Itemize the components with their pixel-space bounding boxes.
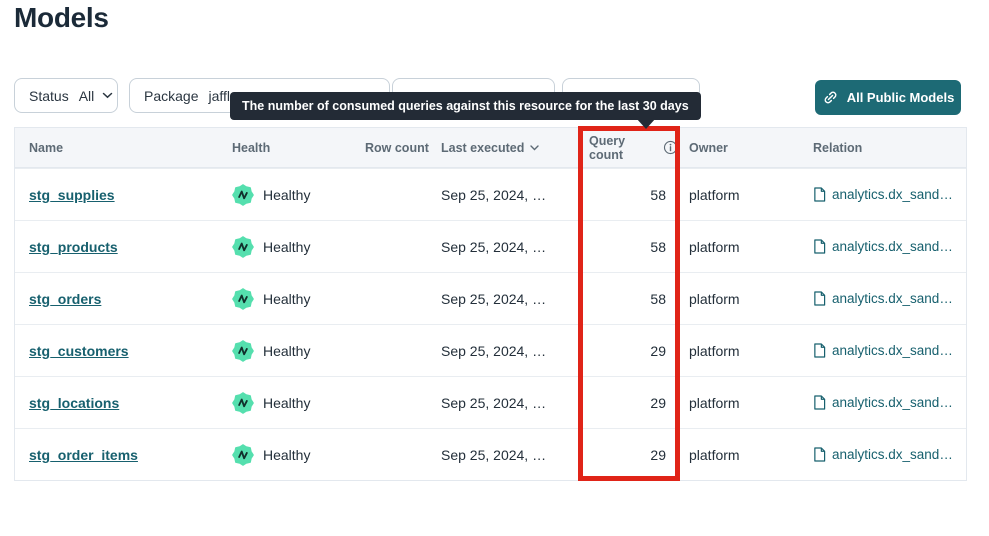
status-filter-label: Status <box>29 87 69 104</box>
model-name-link[interactable]: stg_order_items <box>29 446 138 463</box>
column-header-name: Name <box>29 140 64 155</box>
health-cell: Healthy <box>232 339 365 362</box>
all-public-models-label: All Public Models <box>846 90 955 105</box>
column-header-health: Health <box>232 140 271 155</box>
last-executed-cell: Sep 25, 2024, … <box>441 238 547 255</box>
owner-cell: platform <box>689 446 740 463</box>
info-icon[interactable] <box>663 140 678 155</box>
health-cell: Healthy <box>232 287 365 310</box>
sort-chevron-icon <box>530 144 540 151</box>
models-table: Name Health Row count Last executed Quer… <box>14 127 967 481</box>
query-count-cell: 29 <box>650 394 666 411</box>
query-count-cell: 58 <box>650 290 666 307</box>
package-filter-label: Package <box>144 87 199 104</box>
health-label: Healthy <box>263 394 311 411</box>
document-icon <box>813 187 826 202</box>
table-row: stg_order_items Healthy Sep 25, 2024, … … <box>15 428 966 480</box>
column-header-owner: Owner <box>689 140 728 155</box>
relation-link[interactable]: analytics.dx_sand… <box>813 239 968 254</box>
health-badge-icon <box>232 235 254 258</box>
health-cell: Healthy <box>232 443 365 466</box>
relation-link[interactable]: analytics.dx_sand… <box>813 291 968 306</box>
owner-cell: platform <box>689 342 740 359</box>
query-count-tooltip: The number of consumed queries against t… <box>230 92 701 120</box>
table-row: stg_orders Healthy Sep 25, 2024, … 58 pl… <box>15 272 966 324</box>
table-row: stg_locations Healthy Sep 25, 2024, … 29… <box>15 376 966 428</box>
health-badge-icon <box>232 287 254 310</box>
owner-cell: platform <box>689 238 740 255</box>
model-name-link[interactable]: stg_orders <box>29 290 102 307</box>
last-executed-cell: Sep 25, 2024, … <box>441 186 547 203</box>
all-public-models-button[interactable]: All Public Models <box>815 80 961 115</box>
column-header-relation: Relation <box>813 140 863 155</box>
model-name-link[interactable]: stg_customers <box>29 342 129 359</box>
last-executed-cell: Sep 25, 2024, … <box>441 394 547 411</box>
column-header-last-executed[interactable]: Last executed <box>441 141 581 155</box>
health-badge-icon <box>232 183 254 206</box>
chevron-down-icon <box>102 92 113 99</box>
query-count-cell: 58 <box>650 186 666 203</box>
model-name-link[interactable]: stg_supplies <box>29 186 115 203</box>
last-executed-cell: Sep 25, 2024, … <box>441 446 547 463</box>
table-row: stg_products Healthy Sep 25, 2024, … 58 … <box>15 220 966 272</box>
document-icon <box>813 395 826 410</box>
owner-cell: platform <box>689 290 740 307</box>
model-name-link[interactable]: stg_locations <box>29 394 120 411</box>
health-label: Healthy <box>263 290 311 307</box>
owner-cell: platform <box>689 394 740 411</box>
query-count-cell: 29 <box>650 446 666 463</box>
relation-link[interactable]: analytics.dx_sand… <box>813 447 968 462</box>
table-header-row: Name Health Row count Last executed Quer… <box>15 128 966 168</box>
link-chain-icon <box>822 89 839 106</box>
document-icon <box>813 343 826 358</box>
column-header-row-count: Row count <box>365 140 429 155</box>
health-label: Healthy <box>263 446 311 463</box>
health-badge-icon <box>232 443 254 466</box>
last-executed-cell: Sep 25, 2024, … <box>441 290 547 307</box>
relation-link[interactable]: analytics.dx_sand… <box>813 187 968 202</box>
health-cell: Healthy <box>232 391 365 414</box>
health-label: Healthy <box>263 186 311 203</box>
health-badge-icon <box>232 339 254 362</box>
relation-link[interactable]: analytics.dx_sand… <box>813 343 968 358</box>
document-icon <box>813 291 826 306</box>
table-row: stg_customers Healthy Sep 25, 2024, … 29… <box>15 324 966 376</box>
last-executed-cell: Sep 25, 2024, … <box>441 342 547 359</box>
health-cell: Healthy <box>232 235 365 258</box>
health-label: Healthy <box>263 342 311 359</box>
status-filter-value: All <box>78 87 95 104</box>
health-label: Healthy <box>263 238 311 255</box>
column-header-query-count: Query count <box>581 134 678 162</box>
model-name-link[interactable]: stg_products <box>29 238 118 255</box>
tooltip-arrow <box>636 118 656 129</box>
document-icon <box>813 447 826 462</box>
document-icon <box>813 239 826 254</box>
table-row: stg_supplies Healthy Sep 25, 2024, … 58 … <box>15 168 966 220</box>
status-filter-dropdown[interactable]: Status All <box>14 78 118 113</box>
relation-link[interactable]: analytics.dx_sand… <box>813 395 968 410</box>
owner-cell: platform <box>689 186 740 203</box>
page-title: Models <box>14 2 109 33</box>
health-cell: Healthy <box>232 183 365 206</box>
tooltip-text: The number of consumed queries against t… <box>242 99 689 113</box>
health-badge-icon <box>232 391 254 414</box>
query-count-cell: 58 <box>650 238 666 255</box>
query-count-cell: 29 <box>650 342 666 359</box>
